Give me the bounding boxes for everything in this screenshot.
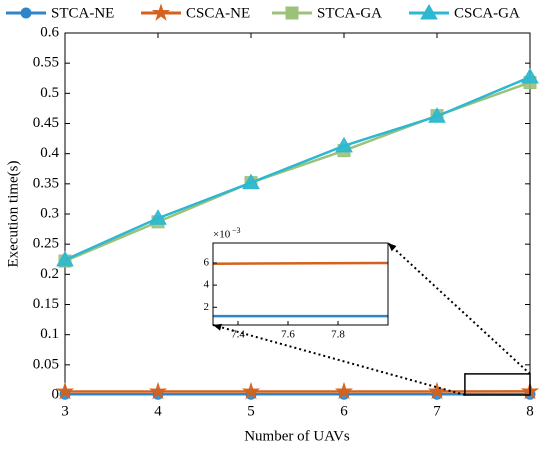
legend-label: STCA-GA: [317, 5, 382, 21]
y-tick-label: 0.6: [40, 24, 59, 40]
y-tick-label: 0.5: [40, 85, 59, 101]
marker: [56, 250, 74, 267]
marker: [20, 7, 32, 19]
plot-frame: [64, 32, 531, 396]
inset-x-tick-label: 7.6: [281, 329, 295, 341]
y-tick-label: 0.25: [33, 236, 59, 252]
zoom-box: [464, 373, 531, 396]
series-line: [64, 75, 531, 261]
marker: [334, 381, 354, 400]
y-tick-label: 0.1: [40, 326, 59, 342]
y-tick-label: 0.05: [33, 356, 59, 372]
y-tick-label: 0.45: [33, 115, 59, 131]
zoom-arrowhead: [213, 323, 222, 331]
y-tick-label: 0.15: [33, 296, 59, 312]
y-tick-label: 0.4: [40, 145, 59, 161]
marker: [151, 3, 171, 21]
x-tick-label: 8: [526, 403, 534, 419]
legend-label: CSCA-NE: [186, 5, 250, 21]
y-tick-label: 0.35: [33, 175, 59, 191]
y-tick-label: 0: [52, 386, 60, 402]
inset-offset-exponent: −3: [232, 226, 241, 235]
marker: [55, 381, 75, 400]
marker: [428, 107, 446, 123]
marker: [242, 173, 260, 190]
inset-y-tick-label: 6: [204, 256, 210, 268]
inset-offset-base: ×10: [213, 229, 231, 241]
marker: [420, 3, 438, 20]
y-axis-label: Execution time(s): [5, 160, 21, 267]
marker: [427, 381, 447, 400]
y-tick-label: 0.2: [40, 266, 59, 282]
inset-frame-edge: [212, 242, 389, 326]
zoom-arrowhead: [388, 243, 397, 252]
x-tick-label: 3: [61, 403, 69, 419]
series-line: [64, 81, 531, 263]
legend-label: CSCA-GA: [454, 5, 520, 21]
zoom-arrow: [387, 242, 531, 375]
marker: [335, 136, 353, 153]
inset-x-tick-label: 7.8: [331, 329, 345, 341]
inset-y-tick-label: 4: [204, 279, 210, 291]
marker: [149, 209, 167, 225]
x-tick-label: 7: [433, 403, 441, 419]
y-tick-label: 0.55: [33, 55, 59, 71]
x-tick-label: 5: [247, 403, 255, 419]
inset-frame: [212, 242, 389, 326]
inset-x-tick-label: 7.4: [231, 329, 245, 341]
marker: [521, 68, 539, 84]
x-tick-label: 4: [154, 403, 162, 419]
marker: [148, 381, 168, 400]
x-tick-label: 6: [340, 403, 348, 419]
legend: STCA-NE CSCA-NE STCA-GA CSCA-GA: [1, 1, 549, 25]
marker: [241, 381, 261, 400]
legend-label: STCA-NE: [51, 5, 114, 21]
zoom-arrow: [212, 324, 466, 396]
y-tick-label: 0.3: [40, 205, 59, 221]
marker: [285, 6, 299, 20]
inset-y-tick-label: 2: [204, 301, 210, 313]
x-axis-label: Number of UAVs: [244, 428, 350, 444]
